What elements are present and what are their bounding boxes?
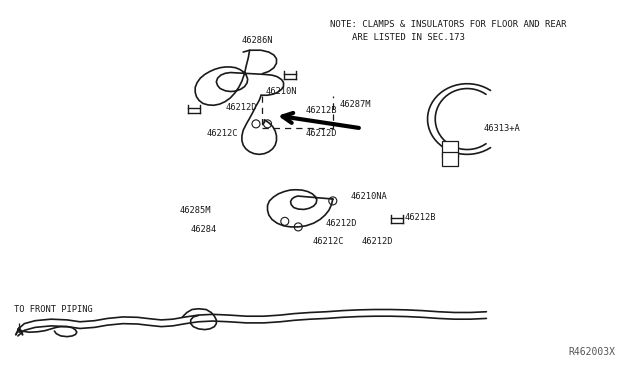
Bar (442, 152, 458, 166)
Text: 46286N: 46286N (241, 36, 273, 45)
Bar (442, 141, 458, 157)
Text: NOTE: CLAMPS & INSULATORS FOR FLOOR AND REAR: NOTE: CLAMPS & INSULATORS FOR FLOOR AND … (330, 20, 566, 29)
Text: R462003X: R462003X (568, 347, 615, 357)
Text: 46284: 46284 (191, 225, 217, 234)
Text: 46212B: 46212B (306, 106, 337, 115)
Text: 46212C: 46212C (206, 129, 237, 138)
Text: 46212C: 46212C (312, 237, 344, 246)
Text: 46212D: 46212D (305, 129, 337, 138)
Text: ARE LISTED IN SEC.173: ARE LISTED IN SEC.173 (352, 33, 465, 42)
Text: 46212B: 46212B (404, 213, 436, 222)
Text: 46287M: 46287M (339, 100, 371, 109)
Text: 46285M: 46285M (179, 206, 211, 215)
Text: 46212D: 46212D (225, 103, 257, 112)
Text: TO FRONT PIPING: TO FRONT PIPING (14, 305, 93, 314)
Text: 46212D: 46212D (362, 237, 393, 246)
Text: 46212D: 46212D (325, 219, 356, 228)
Text: 46210NA: 46210NA (351, 192, 387, 201)
Text: 46210N: 46210N (266, 87, 297, 96)
Text: 46313+A: 46313+A (483, 124, 520, 133)
